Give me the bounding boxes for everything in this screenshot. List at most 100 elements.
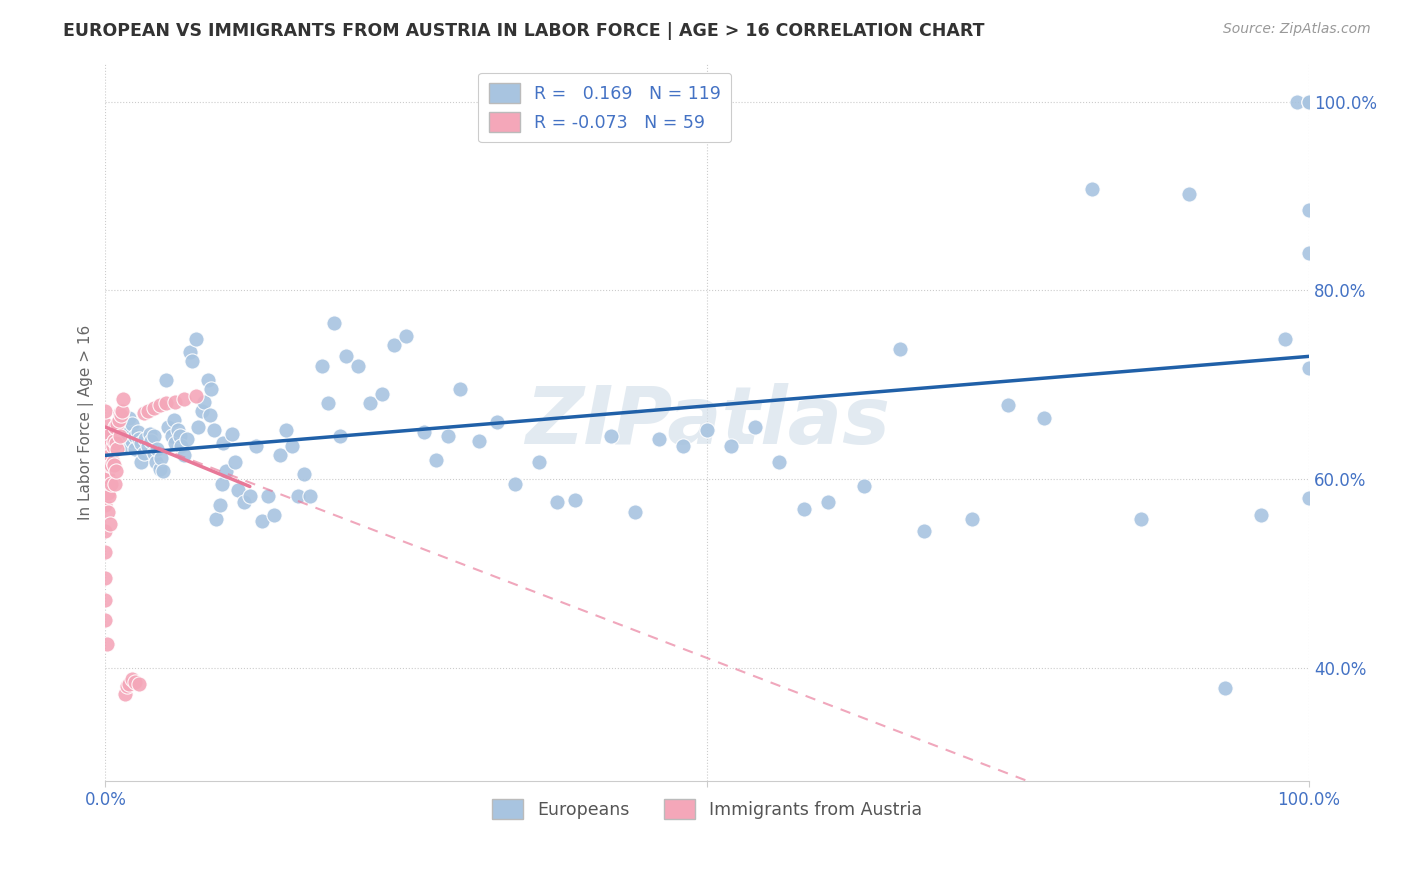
Point	[98, 489, 121, 503]
Point	[181, 354, 204, 368]
Point	[94, 571, 117, 585]
Point	[335, 349, 357, 363]
Point	[96, 637, 118, 651]
Point	[184, 389, 207, 403]
Point	[298, 489, 321, 503]
Point	[121, 417, 143, 432]
Point	[395, 328, 418, 343]
Point	[124, 429, 146, 443]
Point	[197, 373, 219, 387]
Point	[115, 433, 138, 447]
Point	[912, 524, 935, 538]
Point	[94, 451, 117, 466]
Point	[696, 423, 718, 437]
Point	[94, 545, 117, 559]
Point	[107, 420, 129, 434]
Point	[226, 483, 249, 498]
Point	[163, 413, 186, 427]
Point	[142, 445, 165, 459]
Point	[1274, 332, 1296, 346]
Point	[100, 458, 122, 472]
Point	[96, 467, 118, 482]
Point	[648, 433, 671, 447]
Point	[97, 486, 120, 500]
Point	[94, 404, 117, 418]
Point	[173, 392, 195, 406]
Point	[146, 442, 169, 456]
Point	[107, 417, 129, 432]
Point	[169, 429, 191, 443]
Point	[1129, 511, 1152, 525]
Point	[624, 505, 647, 519]
Point	[98, 448, 121, 462]
Point	[98, 458, 121, 472]
Point	[198, 408, 221, 422]
Point	[94, 429, 117, 443]
Point	[131, 436, 153, 450]
Point	[97, 505, 120, 519]
Text: Source: ZipAtlas.com: Source: ZipAtlas.com	[1223, 22, 1371, 37]
Point	[97, 442, 120, 456]
Point	[329, 429, 352, 443]
Point	[152, 464, 174, 478]
Point	[1298, 95, 1320, 109]
Point	[1177, 187, 1199, 202]
Point	[281, 439, 304, 453]
Point	[179, 344, 201, 359]
Point	[155, 373, 177, 387]
Point	[100, 476, 122, 491]
Point	[503, 476, 526, 491]
Point	[347, 359, 370, 373]
Point	[155, 396, 177, 410]
Point	[139, 426, 162, 441]
Point	[817, 495, 839, 509]
Point	[108, 429, 131, 443]
Point	[274, 423, 297, 437]
Point	[170, 439, 193, 453]
Point	[1033, 410, 1056, 425]
Point	[184, 332, 207, 346]
Point	[287, 489, 309, 503]
Point	[112, 392, 135, 406]
Point	[208, 499, 231, 513]
Point	[311, 359, 333, 373]
Point	[1298, 360, 1320, 375]
Point	[131, 455, 153, 469]
Point	[121, 672, 143, 686]
Point	[104, 476, 127, 491]
Point	[413, 425, 436, 439]
Point	[108, 425, 131, 439]
Y-axis label: In Labor Force | Age > 16: In Labor Force | Age > 16	[79, 325, 94, 520]
Point	[136, 439, 159, 453]
Point	[111, 404, 134, 418]
Point	[323, 317, 346, 331]
Point	[165, 394, 187, 409]
Point	[105, 464, 128, 478]
Point	[103, 434, 125, 449]
Point	[1213, 681, 1236, 696]
Point	[118, 423, 141, 437]
Point	[94, 524, 117, 538]
Point	[1298, 491, 1320, 505]
Point	[215, 464, 238, 478]
Point	[211, 476, 233, 491]
Point	[250, 514, 273, 528]
Point	[149, 451, 172, 466]
Point	[96, 442, 118, 456]
Point	[190, 404, 212, 418]
Point	[94, 613, 117, 627]
Point	[97, 455, 120, 469]
Point	[101, 455, 124, 469]
Point	[115, 679, 138, 693]
Point	[221, 426, 243, 441]
Point	[134, 433, 156, 447]
Point	[136, 404, 159, 418]
Point	[257, 489, 280, 503]
Point	[193, 394, 215, 409]
Point	[132, 406, 155, 420]
Point	[97, 470, 120, 484]
Point	[1298, 95, 1320, 109]
Point	[316, 396, 339, 410]
Point	[792, 502, 814, 516]
Point	[269, 448, 291, 462]
